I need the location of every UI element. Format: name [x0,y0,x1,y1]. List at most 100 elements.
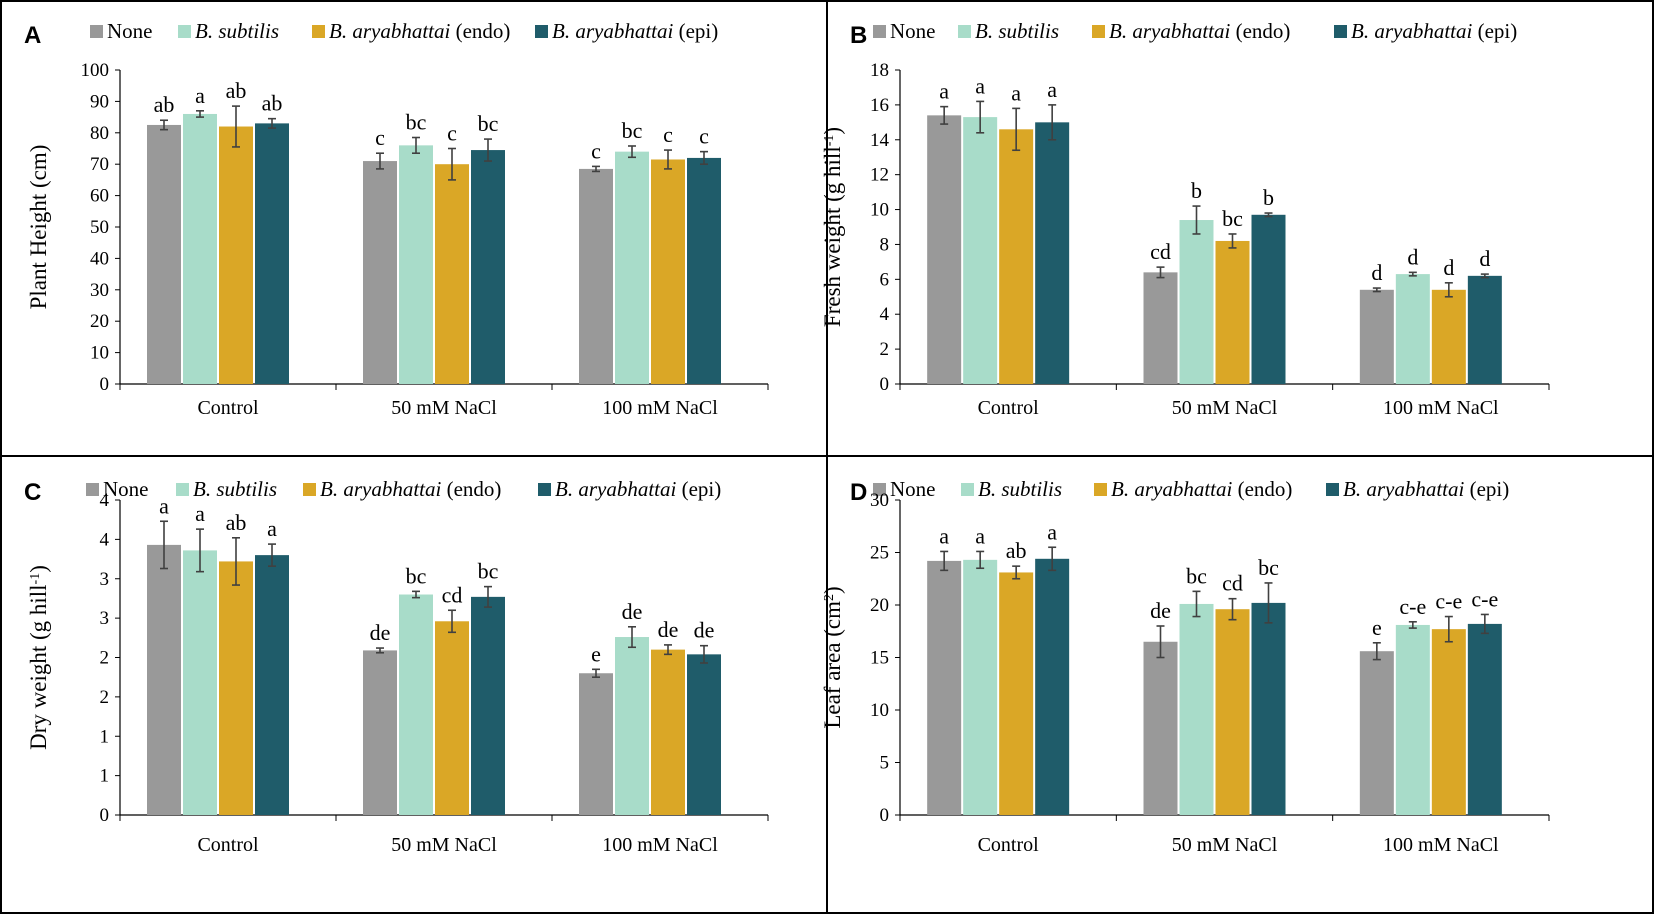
y-tick-label: 1 [100,766,110,787]
legend-swatch [538,483,551,496]
bar [687,654,721,815]
bar [1467,623,1502,815]
significance-label: bc [406,563,427,588]
bar [615,151,649,384]
legend-species: B. aryabhattai [552,19,673,43]
y-axis-title-main: Dry weight (g hill [26,584,51,749]
significance-label: a [939,523,949,548]
legend-label: B. aryabhattai (endo) [1111,477,1292,501]
legend-suffix: (epi) [676,477,721,501]
legend-label: None [107,19,153,43]
legend-suffix: (endo) [441,477,501,501]
significance-label: bc [1222,206,1243,231]
y-tick-label: 80 [90,123,109,144]
y-tick-label: 10 [870,700,889,721]
y-axis-title-sup: 2 [822,594,837,601]
legend-label: None [890,19,936,43]
x-category-label: 100 mM NaCl [1383,834,1499,856]
legend-suffix: (endo) [1230,19,1290,43]
legend-suffix: (epi) [673,19,718,43]
significance-label: ab [1006,538,1027,563]
legend-swatch [86,483,99,496]
significance-label: de [370,620,391,645]
legend-swatch [303,483,316,496]
bar [1215,240,1250,384]
bar [615,637,649,815]
significance-label: a [1011,80,1021,105]
significance-label: c [591,138,601,163]
bar [363,161,397,384]
y-axis-title-end: ) [820,127,845,135]
legend-species: B. aryabhattai [1109,19,1230,43]
significance-label: bc [1186,563,1207,588]
bar [1395,274,1430,384]
legend-swatch [178,25,191,38]
y-tick-label: 10 [90,343,109,364]
y-tick-label: 25 [870,543,889,564]
significance-label: a [1047,519,1057,544]
significance-label: d [1479,246,1490,271]
legend-species: B. aryabhattai [329,19,450,43]
legend-species: B. subtilis [978,477,1062,501]
y-tick-label: 16 [870,95,889,116]
y-axis-title-main: Plant Height (cm) [26,145,51,310]
legend-swatch [958,25,971,38]
plot-area-d: None B. subtilis B. aryabhattai (endo) B. a… [820,477,1550,856]
significance-label: de [1150,598,1171,623]
legend-label: B. subtilis [195,19,279,43]
y-axis-title: Leaf area (cm2) [820,586,845,728]
x-category-label: 100 mM NaCl [602,834,718,856]
bar [963,559,998,815]
x-category-label: 100 mM NaCl [602,397,718,419]
legend-swatch [1326,483,1339,496]
legend-label: None [890,477,936,501]
significance-label: d [1371,260,1382,285]
panel-b: B None B. subtilis B. aryabhattai (endo) B.… [820,0,1654,457]
bar [927,560,962,815]
y-tick-label: 2 [880,339,890,360]
bar [1179,603,1214,815]
significance-label: cd [442,582,463,607]
y-tick-label: 5 [880,753,890,774]
legend-species: B. aryabhattai [1343,477,1464,501]
y-tick-label: 3 [100,608,110,629]
legend-suffix: (epi) [1472,19,1517,43]
y-tick-label: 30 [870,490,889,511]
bar [183,113,217,385]
bar [1215,609,1250,815]
legend-species: None [890,477,936,501]
legend-species: B. aryabhattai [320,477,441,501]
y-axis-title-sup: -1 [822,135,837,147]
bar [255,555,289,815]
bar [579,168,613,384]
bar [183,550,217,815]
significance-label: c-e [1471,586,1498,611]
significance-label: e [591,641,601,666]
legend-label: None [103,477,149,501]
significance-label: a [159,493,169,518]
legend-label: B. aryabhattai (epi) [1351,19,1517,43]
y-axis-title-end: ) [26,565,51,573]
bar [651,649,685,815]
legend: None B. subtilis B. aryabhattai (endo) B. a… [873,19,1517,43]
legend: None B. subtilis B. aryabhattai (endo) B. a… [873,477,1509,501]
y-tick-label: 4 [880,304,890,325]
significance-label: cd [1222,571,1243,596]
legend-swatch [873,25,886,38]
bar [1035,122,1070,384]
significance-label: bc [622,118,643,143]
bar [147,544,181,815]
y-tick-label: 40 [90,248,109,269]
legend-swatch [1092,25,1105,38]
significance-label: a [267,516,277,541]
bar [687,157,721,384]
legend-label: B. aryabhattai (epi) [552,19,718,43]
bar [1035,558,1070,815]
y-tick-label: 50 [90,217,109,238]
legend-species: B. subtilis [975,19,1059,43]
bar [651,159,685,384]
legend-species: B. subtilis [193,477,277,501]
bar [399,594,433,815]
panel-c: C None B. subtilis B. aryabhattai (endo) B.… [0,455,828,914]
